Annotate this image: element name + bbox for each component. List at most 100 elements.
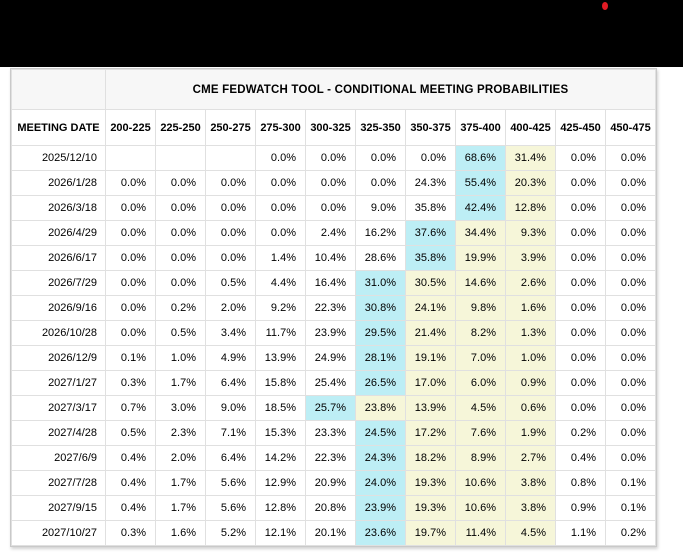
prob-cell: 2.0%: [205, 295, 256, 321]
table-row: 2027/4/28 0.5% 2.3% 7.1% 15.3% 23.3% 24.5% 17.2…: [11, 420, 656, 446]
rate-range-header: 425-450: [555, 109, 606, 146]
prob-cell: 22.3%: [305, 295, 356, 321]
column-header-row: MEETING DATE 200-225 225-250 250-275 275-30…: [11, 109, 656, 146]
prob-cell: 24.9%: [305, 345, 356, 371]
prob-cell: 10.6%: [455, 470, 506, 496]
prob-cell: 24.5%: [355, 420, 406, 446]
prob-cell: 0.0%: [155, 270, 206, 296]
prob-cell: 0.2%: [155, 295, 206, 321]
prob-cell: 0.0%: [155, 170, 206, 196]
prob-cell: 15.8%: [255, 370, 306, 396]
prob-cell: 0.0%: [155, 195, 206, 221]
meeting-date-cell: 2026/1/28: [11, 170, 106, 196]
prob-cell: 19.3%: [405, 495, 456, 521]
prob-cell: 1.3%: [505, 320, 556, 346]
prob-cell: 0.0%: [605, 395, 656, 421]
meeting-date-cell: 2025/12/10: [11, 145, 106, 171]
prob-cell: 0.6%: [505, 395, 556, 421]
prob-cell: 0.0%: [555, 395, 606, 421]
rate-range-header: 200-225: [105, 109, 156, 146]
prob-cell: 3.8%: [505, 470, 556, 496]
rate-range-header: 375-400: [455, 109, 506, 146]
prob-cell: 2.0%: [155, 445, 206, 471]
prob-cell: 0.0%: [255, 170, 306, 196]
prob-cell: 17.0%: [405, 370, 456, 396]
prob-cell: 2.6%: [505, 270, 556, 296]
meeting-date-cell: 2027/3/17: [11, 395, 106, 421]
prob-cell: 20.3%: [505, 170, 556, 196]
prob-cell: 0.2%: [555, 420, 606, 446]
recording-dot-icon: [602, 2, 608, 10]
prob-cell: 20.9%: [305, 470, 356, 496]
prob-cell: 0.0%: [105, 295, 156, 321]
prob-cell: 0.9%: [555, 495, 606, 521]
prob-cell: 9.8%: [455, 295, 506, 321]
prob-cell: 0.5%: [205, 270, 256, 296]
fedwatch-table-panel: CME FEDWATCH TOOL - CONDITIONAL MEETING …: [10, 68, 657, 547]
prob-cell: 0.0%: [105, 320, 156, 346]
prob-cell: 5.6%: [205, 495, 256, 521]
prob-cell: 0.5%: [105, 420, 156, 446]
prob-cell: 20.8%: [305, 495, 356, 521]
prob-cell: 0.3%: [105, 520, 156, 546]
meeting-date-cell: 2026/12/9: [11, 345, 106, 371]
prob-cell: 0.0%: [205, 220, 256, 246]
prob-cell: 19.7%: [405, 520, 456, 546]
prob-cell: 16.2%: [355, 220, 406, 246]
meeting-date-cell: 2027/7/28: [11, 470, 106, 496]
prob-cell: 0.0%: [555, 270, 606, 296]
prob-cell: 13.9%: [405, 395, 456, 421]
rate-range-header: 325-350: [355, 109, 406, 146]
prob-cell: 37.6%: [405, 220, 456, 246]
rate-range-header: 225-250: [155, 109, 206, 146]
prob-cell: 23.6%: [355, 520, 406, 546]
prob-cell: 24.3%: [405, 170, 456, 196]
top-black-bar: [0, 0, 683, 67]
table-row: 2026/6/17 0.0% 0.0% 0.0% 1.4% 10.4% 28.6% 35.8%…: [11, 245, 656, 271]
rate-range-header: 300-325: [305, 109, 356, 146]
meeting-date-cell: 2026/9/16: [11, 295, 106, 321]
prob-cell: 5.2%: [205, 520, 256, 546]
meeting-date-cell: 2027/6/9: [11, 445, 106, 471]
prob-cell: 1.1%: [555, 520, 606, 546]
table-row: 2027/10/27 0.3% 1.6% 5.2% 12.1% 20.1% 23.6% 19.…: [11, 520, 656, 546]
prob-cell: 13.9%: [255, 345, 306, 371]
prob-cell: 1.7%: [155, 370, 206, 396]
prob-cell: 20.1%: [305, 520, 356, 546]
conditional-probabilities-table: CME FEDWATCH TOOL - CONDITIONAL MEETING …: [11, 69, 656, 546]
prob-cell: 1.6%: [155, 520, 206, 546]
prob-cell: 0.0%: [555, 320, 606, 346]
prob-cell: 0.0%: [605, 295, 656, 321]
prob-cell: 12.8%: [505, 195, 556, 221]
prob-cell: 68.6%: [455, 145, 506, 171]
prob-cell: 0.0%: [605, 445, 656, 471]
prob-cell: 3.4%: [205, 320, 256, 346]
prob-cell: 0.0%: [155, 220, 206, 246]
prob-cell: 35.8%: [405, 245, 456, 271]
prob-cell: 0.0%: [605, 345, 656, 371]
prob-cell: 28.1%: [355, 345, 406, 371]
prob-cell: 0.0%: [205, 170, 256, 196]
prob-cell: 9.3%: [505, 220, 556, 246]
meeting-date-header: MEETING DATE: [11, 109, 106, 146]
prob-cell: 10.4%: [305, 245, 356, 271]
meeting-date-cell: 2026/10/28: [11, 320, 106, 346]
prob-cell: 1.4%: [255, 245, 306, 271]
prob-cell: 0.9%: [505, 370, 556, 396]
prob-cell: 0.1%: [605, 495, 656, 521]
prob-cell: 14.6%: [455, 270, 506, 296]
prob-cell: 12.9%: [255, 470, 306, 496]
prob-cell: 1.9%: [505, 420, 556, 446]
prob-cell: [155, 145, 206, 171]
prob-cell: 0.0%: [255, 195, 306, 221]
meeting-date-cell: 2027/10/27: [11, 520, 106, 546]
prob-cell: 0.0%: [605, 220, 656, 246]
prob-cell: 1.0%: [505, 345, 556, 371]
prob-cell: 3.9%: [505, 245, 556, 271]
prob-cell: 16.4%: [305, 270, 356, 296]
prob-cell: 42.4%: [455, 195, 506, 221]
rate-range-header: 250-275: [205, 109, 256, 146]
prob-cell: 0.7%: [105, 395, 156, 421]
prob-cell: 2.7%: [505, 445, 556, 471]
prob-cell: 0.0%: [555, 245, 606, 271]
